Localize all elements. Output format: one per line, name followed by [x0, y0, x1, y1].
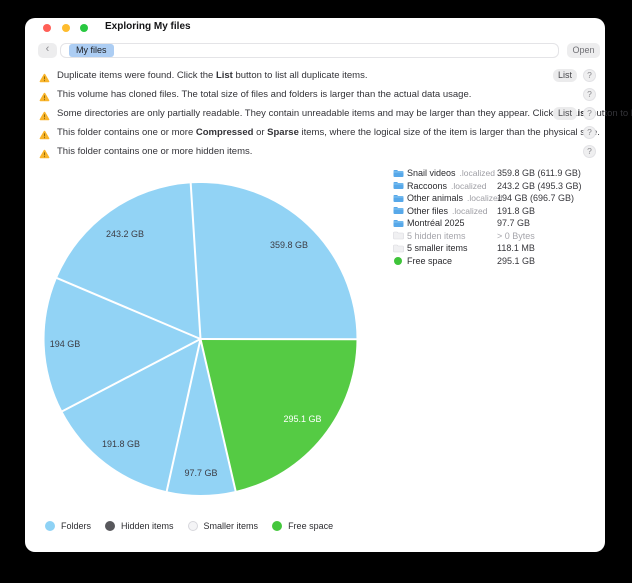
legend-row[interactable]: Other files .localized 191.8 GB [393, 205, 603, 218]
warning-row: Duplicate items were found. Click the Li… [25, 69, 605, 83]
warning-icon [39, 89, 50, 107]
category-legend: Folders Hidden items Smaller items Free … [45, 521, 333, 531]
chevron-left-icon: ‹ [45, 43, 50, 55]
pie-label-free-space: 295.1 GB [283, 414, 321, 424]
legend-row[interactable]: Raccoons .localized 243.2 GB (495.3 GB) [393, 180, 603, 193]
warning-text: Duplicate items were found. Click the Li… [57, 70, 368, 81]
list-button[interactable]: List [553, 107, 577, 120]
folder-icon [393, 219, 404, 228]
legend-row[interactable]: Other animals .localized 194 GB (696.7 GB… [393, 192, 603, 205]
pie-slice-raccoons[interactable] [56, 183, 201, 339]
folders-dot-icon [45, 521, 55, 531]
legend-row[interactable]: 5 smaller items 118.1 MB [393, 242, 603, 255]
list-button[interactable]: List [553, 69, 577, 82]
size-legend: Snail videos .localized 359.8 GB (611.9 G… [393, 167, 603, 267]
legend-item-hidden-items: Hidden items [105, 521, 174, 531]
folder-icon [393, 169, 404, 178]
free-space-dot-icon [393, 256, 404, 265]
warning-icon [39, 146, 50, 164]
warning-row: This volume has cloned files. The total … [25, 88, 605, 102]
warning-icon [39, 108, 50, 126]
warning-row: This folder contains one or more hidden … [25, 145, 605, 159]
pie-slice-montreal-2025[interactable] [166, 339, 236, 496]
help-button[interactable]: ? [583, 88, 596, 101]
pie-slice-other-files[interactable] [62, 339, 201, 492]
free-space-dot-icon [272, 521, 283, 531]
pie-slice-other-animals[interactable] [44, 278, 201, 412]
legend-item-free-space: Free space [272, 521, 333, 531]
help-button[interactable]: ? [583, 145, 596, 158]
pale-folder-icon [393, 231, 404, 240]
folder-icon [393, 206, 404, 215]
pie-label-snail-videos: 359.8 GB [270, 240, 308, 250]
traffic-lights [43, 23, 88, 32]
folder-icon [393, 181, 404, 190]
pie-slice-snail-videos[interactable] [190, 183, 357, 340]
warning-text: This volume has cloned files. The total … [57, 89, 472, 100]
warning-icon [39, 70, 50, 88]
warning-row: Some directories are only partially read… [25, 107, 632, 121]
hidden-items-dot-icon [105, 521, 116, 531]
legend-row[interactable]: Free space 295.1 GB [393, 255, 603, 268]
help-button[interactable]: ? [583, 69, 596, 82]
close-button[interactable] [43, 23, 51, 32]
warning-text: This folder contains one or more Compres… [57, 127, 600, 138]
folder-icon [393, 194, 404, 203]
legend-row[interactable]: Montréal 2025 97.7 GB [393, 217, 603, 230]
path-bar[interactable]: My files [60, 43, 559, 58]
pie-label-other-files: 191.8 GB [102, 439, 140, 449]
smaller-items-dot-icon [187, 521, 198, 531]
warning-row: This folder contains one or more Compres… [25, 126, 605, 140]
legend-row[interactable]: Snail videos .localized 359.8 GB (611.9 G… [393, 167, 603, 180]
pale-folder-icon [393, 244, 404, 253]
help-button[interactable]: ? [583, 126, 596, 139]
warning-text: This folder contains one or more hidden … [57, 146, 253, 157]
minimize-button[interactable] [61, 23, 70, 32]
legend-item-smaller-items: Smaller items [187, 521, 258, 531]
warning-icon [39, 127, 50, 145]
legend-item-folders: Folders [45, 521, 91, 531]
title-bar[interactable]: Exploring My files [25, 18, 605, 40]
app-window: Exploring My files ‹ My files Open Dupli… [25, 18, 632, 552]
open-button[interactable]: Open [567, 43, 600, 58]
pie-slice-free-space[interactable] [200, 339, 357, 491]
path-chip[interactable]: My files [69, 44, 114, 57]
zoom-button[interactable] [80, 23, 88, 32]
pie-label-montreal-2025: 97.7 GB [184, 468, 217, 478]
legend-row[interactable]: 5 hidden items > 0 Bytes [393, 230, 603, 243]
window-title: Exploring My files [105, 21, 191, 32]
back-button[interactable]: ‹ [38, 43, 57, 58]
warning-text: Some directories are only partially read… [57, 108, 632, 119]
pie-label-other-animals: 194 GB [50, 339, 81, 349]
pie-chart: 359.8 GB 295.1 GB 97.7 GB 191.8 GB 194 G… [44, 183, 358, 496]
help-button[interactable]: ? [583, 107, 596, 120]
pie-label-raccoons: 243.2 GB [106, 229, 144, 239]
